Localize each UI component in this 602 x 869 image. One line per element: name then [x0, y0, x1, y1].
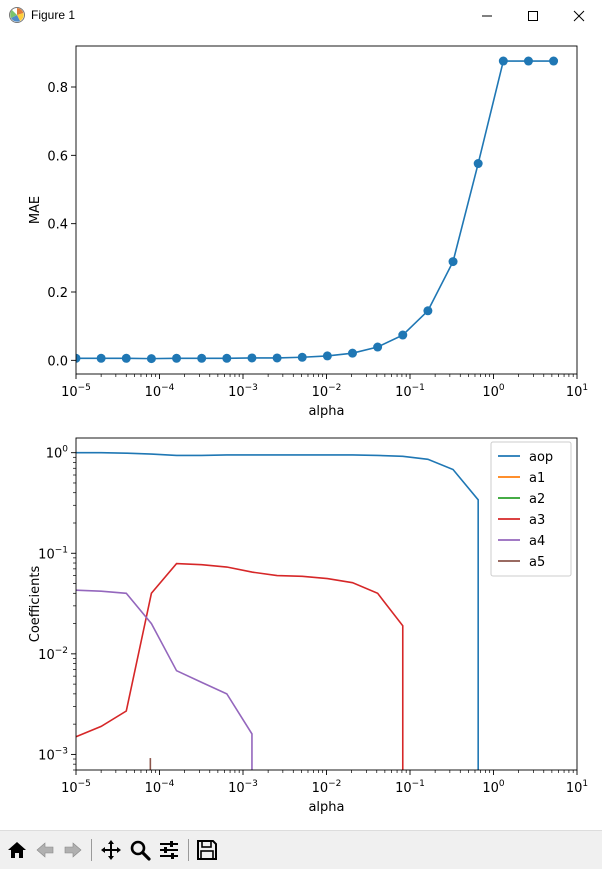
- forward-button[interactable]: [60, 837, 86, 863]
- data-point: [96, 353, 106, 363]
- legend-box: [490, 441, 572, 577]
- data-point: [222, 353, 232, 363]
- mae-chart: 10−5 10−4 10−3 10−2 10−1 100 101 0.0 0.2 0.4 0.6 0.…: [28, 45, 588, 419]
- home-icon: [8, 842, 26, 858]
- matplotlib-app-icon: [8, 6, 26, 24]
- pan-icon: [101, 840, 121, 860]
- data-point: [172, 353, 182, 363]
- x-tick-label: 10−4: [145, 383, 175, 400]
- legend-label-a2: a2: [529, 492, 545, 507]
- configure-subplots-button[interactable]: [156, 837, 182, 863]
- home-button[interactable]: [4, 837, 30, 863]
- save-button[interactable]: [194, 837, 220, 863]
- y-tick-label: 10−2: [38, 646, 68, 663]
- data-point: [322, 351, 332, 361]
- data-point: [347, 348, 357, 358]
- minimize-icon: [482, 15, 492, 17]
- x-tick-label: 10−5: [61, 383, 91, 400]
- x-tick-label: 10−1: [395, 383, 425, 400]
- y-tick-label: 0.4: [47, 218, 68, 233]
- maximize-icon: [528, 11, 538, 21]
- close-button[interactable]: [556, 0, 602, 32]
- data-point: [121, 353, 131, 363]
- navigation-toolbar: [0, 830, 602, 869]
- legend-label-a4: a4: [529, 534, 545, 549]
- legend: aop a1 a2 a3 a4 a5: [490, 441, 572, 577]
- x-tick-label: 100: [482, 779, 505, 796]
- series-line-a3: [76, 562, 404, 770]
- data-point: [523, 56, 533, 66]
- series-group: [76, 451, 479, 770]
- x-tick-label: 100: [482, 383, 505, 400]
- y-tick-label: 0.2: [47, 286, 68, 301]
- series-line-a4: [76, 589, 253, 770]
- save-icon: [197, 840, 217, 860]
- data-point: [272, 353, 282, 363]
- zoom-icon: [130, 840, 151, 861]
- close-icon: [573, 10, 585, 22]
- toolbar-separator: [91, 839, 92, 861]
- toolbar-separator: [188, 839, 189, 861]
- data-point: [423, 306, 433, 316]
- data-point: [473, 159, 483, 169]
- x-tick-label: 10−3: [228, 383, 258, 400]
- x-tick-label: 10−5: [61, 779, 91, 796]
- back-button[interactable]: [32, 837, 58, 863]
- figure-plots: 10−5 10−4 10−3 10−2 10−1 100 101 0.0 0.2 0.4 0.6 0.…: [28, 45, 588, 815]
- sliders-icon: [160, 841, 178, 859]
- title-bar: Figure 1: [0, 0, 602, 33]
- x-tick-label: 10−2: [312, 383, 342, 400]
- x-tick-label: 10−4: [145, 779, 175, 796]
- x-axis-label: alpha: [308, 404, 344, 419]
- pan-button[interactable]: [98, 837, 124, 863]
- x-axis-label: alpha: [308, 800, 344, 815]
- data-point: [76, 353, 81, 363]
- x-tick-label: 101: [566, 779, 588, 796]
- series-group: [76, 56, 559, 364]
- legend-label-a5: a5: [529, 555, 545, 570]
- data-point: [297, 352, 307, 362]
- x-tick-label: 10−3: [228, 779, 258, 796]
- back-arrow-icon: [36, 842, 54, 858]
- y-tick-label: 0.0: [47, 354, 68, 369]
- y-axis-label: MAE: [28, 196, 43, 224]
- data-point: [549, 56, 559, 66]
- y-tick-label: 0.8: [47, 81, 68, 96]
- y-tick-label: 100: [46, 445, 69, 462]
- legend-label-a1: a1: [529, 471, 545, 486]
- data-point: [197, 353, 207, 363]
- y-tick-label: 0.6: [47, 149, 68, 164]
- coefficients-chart: 10−5 10−4 10−3 10−2 10−1 100 101 10−3 10−2 10−1 10…: [28, 437, 588, 815]
- legend-label-a3: a3: [529, 513, 545, 528]
- series-line-series-0: [76, 60, 554, 360]
- data-point: [448, 257, 458, 267]
- axes-frame: [75, 45, 578, 375]
- forward-arrow-icon: [64, 842, 82, 858]
- legend-label-aop: aop: [529, 450, 553, 465]
- y-tick-label: 10−3: [38, 746, 68, 763]
- y-tick-label: 10−1: [38, 545, 68, 562]
- zoom-button[interactable]: [127, 837, 153, 863]
- data-point: [373, 342, 383, 352]
- series-line-aop: [76, 451, 479, 770]
- x-tick-label: 10−2: [312, 779, 342, 796]
- data-point: [398, 330, 408, 340]
- data-point: [498, 56, 508, 66]
- x-tick-label: 10−1: [395, 779, 425, 796]
- window-title: Figure 1: [31, 8, 76, 22]
- maximize-button[interactable]: [510, 0, 556, 32]
- x-tick-label: 101: [566, 383, 588, 400]
- data-point: [146, 354, 156, 364]
- y-axis-label: Coefficients: [28, 566, 43, 643]
- data-point: [247, 353, 257, 363]
- minimize-button[interactable]: [464, 0, 510, 32]
- figure-canvas[interactable]: 10−5 10−4 10−3 10−2 10−1 100 101 0.0 0.2 0.4 0.6 0.…: [0, 32, 602, 830]
